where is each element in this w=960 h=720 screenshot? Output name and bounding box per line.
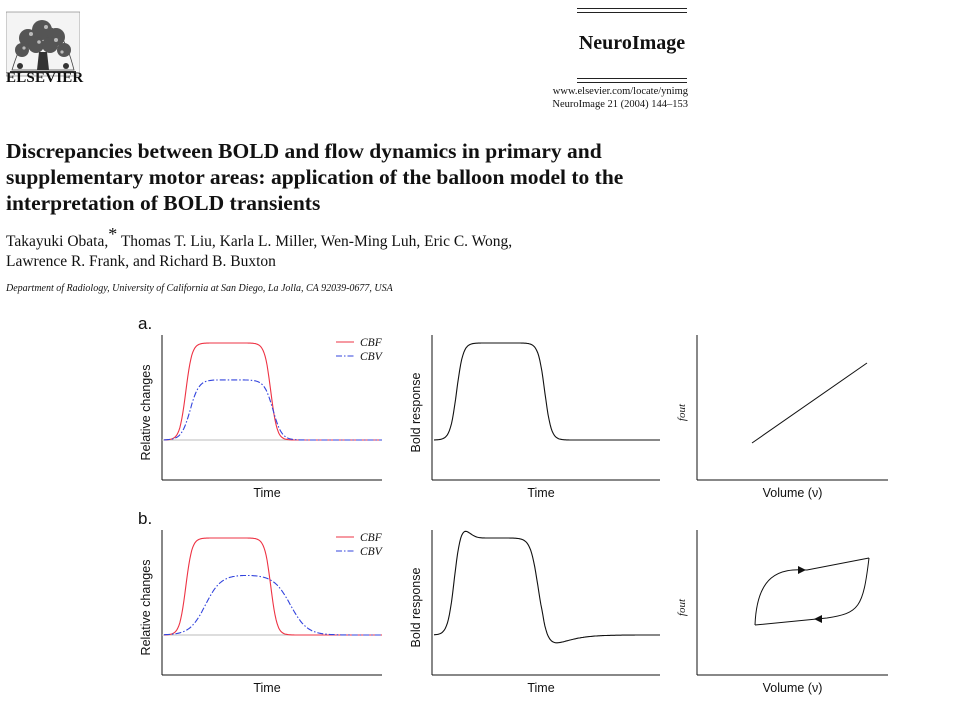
series-line — [434, 342, 660, 441]
figure-panel — [161, 530, 382, 676]
header-rule — [577, 78, 687, 79]
panel-label: b. — [138, 509, 152, 528]
direction-arrow — [814, 615, 822, 623]
series-line — [164, 574, 382, 636]
series-line — [164, 342, 382, 441]
author-affiliation: Department of Radiology, University of C… — [6, 283, 393, 294]
series-line — [163, 379, 382, 441]
x-axis-label: Volume (ν) — [763, 681, 823, 695]
y-axis-label: fout — [676, 598, 688, 616]
article-title-line: Discrepancies between BOLD and flow dyna… — [6, 139, 602, 163]
y-axis-label: Relative changes — [139, 365, 153, 461]
journal-url: www.elsevier.com/locate/ynimg — [552, 86, 688, 97]
elsevier-tree-logo — [6, 11, 80, 77]
legend-entry: CBF — [360, 532, 383, 544]
journal-citation: NeuroImage 21 (2004) 144–153 — [552, 99, 688, 110]
figure-panel — [696, 335, 888, 481]
journal-name: NeuroImage — [578, 32, 686, 54]
author-names: Lawrence R. Frank, and Richard B. Buxton — [6, 253, 276, 270]
author-list: Takayuki Obata,* Thomas T. Liu, Karla L.… — [6, 225, 706, 272]
figure-panel — [431, 530, 660, 676]
y-axis-label: fout — [676, 403, 688, 421]
legend-entry: CBV — [360, 546, 384, 558]
legend-entry: CBF — [360, 337, 383, 349]
loop-lower-branch — [754, 557, 870, 626]
x-axis-label: Time — [527, 681, 554, 695]
legend-entry: CBV — [360, 351, 384, 363]
x-axis-label: Time — [253, 486, 280, 500]
x-axis-label: Time — [527, 486, 554, 500]
author-names: Thomas T. Liu, Karla L. Miller, Wen-Ming… — [117, 233, 513, 250]
header-rule — [577, 12, 687, 13]
loop-upper-branch — [754, 557, 870, 626]
publisher-name: ELSEVIER — [6, 70, 84, 86]
article-title: Discrepancies between BOLD and flow dyna… — [6, 138, 706, 216]
corresponding-author-mark: * — [108, 223, 118, 244]
figure-panel — [696, 530, 888, 676]
y-axis-label: Bold response — [409, 372, 423, 452]
panel-label: a. — [138, 314, 152, 333]
article-title-line: interpretation of BOLD transients — [6, 191, 321, 215]
y-axis-label: Relative changes — [139, 560, 153, 656]
y-axis-label: Bold response — [409, 567, 423, 647]
x-axis-label: Time — [253, 681, 280, 695]
header-rule — [577, 8, 687, 9]
series-line — [433, 530, 660, 644]
header-rule — [577, 82, 687, 83]
direction-arrow — [798, 566, 806, 574]
figure-panel — [431, 335, 660, 481]
author-name: Takayuki Obata, — [6, 233, 109, 250]
figure-panel — [161, 335, 382, 481]
series-line — [751, 362, 868, 444]
article-title-line: supplementary motor areas: application o… — [6, 165, 624, 189]
figure-balloon-model: Time Relative changes a. CBF CBV Time Bold res… — [138, 314, 888, 695]
x-axis-label: Volume (ν) — [763, 486, 823, 500]
